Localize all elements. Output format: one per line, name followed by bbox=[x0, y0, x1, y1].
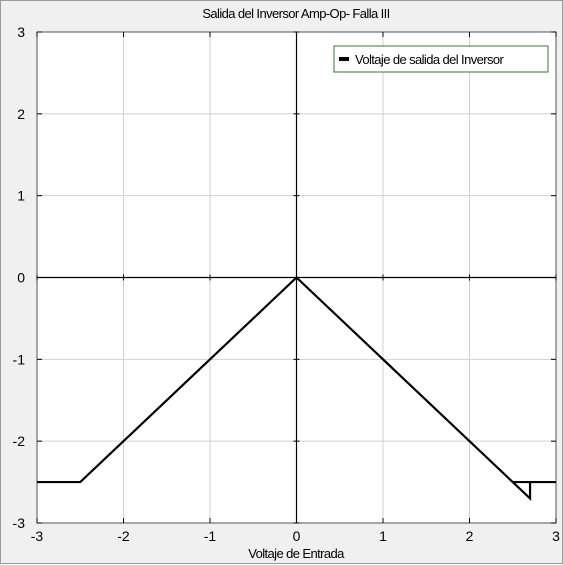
x-tick-label: 1 bbox=[379, 528, 387, 544]
y-tick-label: -1 bbox=[13, 351, 26, 367]
y-tick-label: 3 bbox=[17, 24, 25, 40]
x-axis-title: Voltaje de Entrada bbox=[248, 546, 345, 561]
x-tick-label: 0 bbox=[293, 528, 301, 544]
y-tick-label: -3 bbox=[13, 515, 26, 531]
series-line-0 bbox=[37, 275, 556, 502]
chart-title: Salida del Inversor Amp-Op- Falla III bbox=[202, 6, 389, 21]
x-tick-label: -2 bbox=[117, 528, 130, 544]
x-tick-label: 2 bbox=[466, 528, 474, 544]
y-tick-label: -2 bbox=[13, 433, 26, 449]
legend: Voltaje de salida del Inversor bbox=[333, 45, 549, 73]
tick-labels: -3 -2 -1 0 1 2 3 3 2 1 0 -1 -2 -3 bbox=[13, 24, 561, 544]
y-tick-label: 0 bbox=[17, 270, 25, 286]
series-layer bbox=[37, 275, 556, 502]
legend-label: Voltaje de salida del Inversor bbox=[355, 52, 504, 67]
y-tick-label: 2 bbox=[17, 106, 25, 122]
x-tick-label: 3 bbox=[552, 528, 560, 544]
x-tick-label: -3 bbox=[31, 528, 44, 544]
y-tick-label: 1 bbox=[17, 188, 25, 204]
x-tick-label: -1 bbox=[204, 528, 217, 544]
legend-box bbox=[333, 45, 549, 73]
